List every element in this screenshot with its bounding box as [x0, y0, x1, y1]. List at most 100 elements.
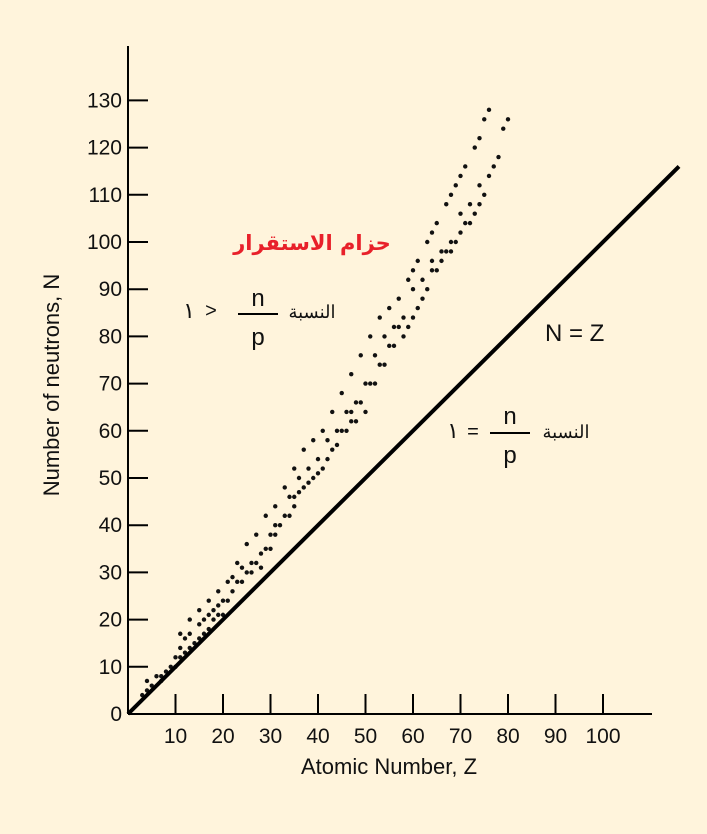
- nuclide-point: [216, 612, 221, 618]
- nuclide-point: [467, 202, 473, 207]
- nuclide-point: [292, 466, 297, 471]
- nuclide-point: [287, 513, 292, 518]
- x-tick-label: 100: [585, 725, 620, 748]
- nuclide-point: [391, 324, 397, 330]
- nuclide-point: [282, 485, 287, 490]
- nuclide-point: [401, 315, 406, 320]
- nuclide-point: [372, 381, 378, 386]
- nuclide-point: [458, 230, 463, 235]
- nuclide-point: [444, 249, 449, 254]
- nuclide-point: [463, 164, 468, 169]
- nuclide-point: [486, 173, 492, 179]
- nuclide-point: [467, 220, 473, 226]
- nuclide-point: [420, 277, 425, 282]
- nuclide-point: [496, 154, 501, 160]
- nuclide-point: [154, 674, 159, 679]
- nuclide-point: [420, 296, 425, 301]
- nuclide-point: [216, 603, 221, 608]
- nuclide-point: [244, 570, 249, 575]
- nuclide-point: [344, 428, 349, 433]
- nuclide-point: [249, 560, 254, 566]
- nuclide-point: [239, 579, 245, 585]
- nuclide-point: [415, 305, 420, 311]
- nuclide-point: [415, 258, 420, 264]
- x-tick-label: 50: [354, 725, 377, 748]
- x-tick-label: 60: [401, 725, 424, 748]
- nuclide-point: [491, 164, 496, 169]
- nuclide-point: [349, 419, 354, 424]
- nuclide-point: [315, 471, 321, 476]
- nuclide-point: [429, 258, 435, 264]
- ratio-greater-word: النسبة: [288, 302, 335, 322]
- nuclide-point: [406, 324, 411, 330]
- nuclide-point: [387, 305, 392, 311]
- nuclide-point: [339, 390, 344, 396]
- nuclide-point: [254, 560, 259, 566]
- y-tick-label: 100: [87, 231, 122, 254]
- nuclide-point: [296, 475, 302, 481]
- y-axis-title: Number of neutrons, N: [39, 274, 64, 497]
- nuclide-point: [372, 353, 378, 358]
- nuclide-point: [377, 362, 382, 367]
- nuclide-point: [320, 428, 325, 433]
- nuclide-point: [330, 447, 335, 452]
- nuclide-point: [258, 565, 264, 570]
- nuclide-point: [486, 107, 492, 113]
- nuclide-point: [273, 532, 278, 537]
- ratio-equal-denominator: p: [503, 442, 516, 469]
- nuclide-point: [382, 362, 387, 367]
- nuclide-point: [477, 183, 482, 188]
- nuclide-point: [263, 546, 268, 551]
- nuclide-point: [439, 249, 444, 254]
- nuclide-point: [197, 622, 202, 627]
- nuclide-point: [339, 428, 344, 433]
- nuclide-point: [201, 617, 207, 622]
- y-tick-label: 130: [87, 89, 122, 112]
- nuclide-point: [311, 438, 316, 443]
- nuclide-point: [453, 183, 458, 188]
- ratio-equal-numerator: n: [503, 403, 516, 430]
- x-tick-label: 40: [306, 725, 329, 748]
- nuclide-point: [239, 565, 245, 570]
- nuclide-point: [477, 135, 482, 141]
- x-tick-label: 80: [496, 725, 519, 748]
- nuclide-point: [463, 220, 468, 226]
- nuclide-point: [344, 409, 349, 415]
- nuclide-point: [235, 560, 240, 566]
- ratio-greater-numerator: n: [251, 285, 264, 312]
- nuclide-point: [301, 485, 306, 490]
- nuclide-point: [263, 513, 268, 518]
- axis-ticks: 0 10 20 30 40 50 60 70 80 90 100 110 120 130 10 20 30 40 5…: [87, 89, 621, 748]
- nuclide-point: [292, 494, 297, 500]
- nuclide-point: [182, 636, 188, 641]
- nuclide-point: [434, 268, 439, 273]
- nuclide-point: [325, 438, 330, 443]
- x-tick-label: 70: [449, 725, 472, 748]
- ratio-equal-annotation: ١ = n p النسبة: [447, 403, 589, 469]
- nuclide-point: [453, 239, 458, 245]
- nuclide-point: [448, 239, 454, 245]
- nuclide-point: [220, 598, 226, 603]
- y-tick-label: 60: [99, 420, 122, 443]
- y-tick-label: 80: [99, 325, 122, 348]
- x-tick-label: 20: [211, 725, 234, 748]
- nuclide-point: [311, 475, 316, 481]
- y-tick-label: 20: [99, 609, 122, 632]
- nuclide-point: [330, 409, 335, 415]
- y-tick-label: 10: [99, 656, 122, 679]
- nuclide-point: [429, 230, 435, 235]
- nuclide-point: [235, 579, 240, 585]
- nuclide-point: [444, 202, 449, 207]
- nuclide-point: [477, 202, 482, 207]
- x-tick-label: 90: [544, 725, 567, 748]
- nuclide-point: [349, 371, 354, 377]
- nuclide-point: [434, 220, 439, 226]
- nuclide-point: [501, 126, 506, 131]
- nuclide-point: [349, 409, 354, 415]
- ratio-greater-value: ١: [183, 298, 195, 323]
- nuclide-point: [377, 315, 382, 320]
- nuclide-point: [287, 494, 292, 500]
- nuclide-point: [225, 598, 230, 603]
- nuclide-point: [448, 192, 454, 197]
